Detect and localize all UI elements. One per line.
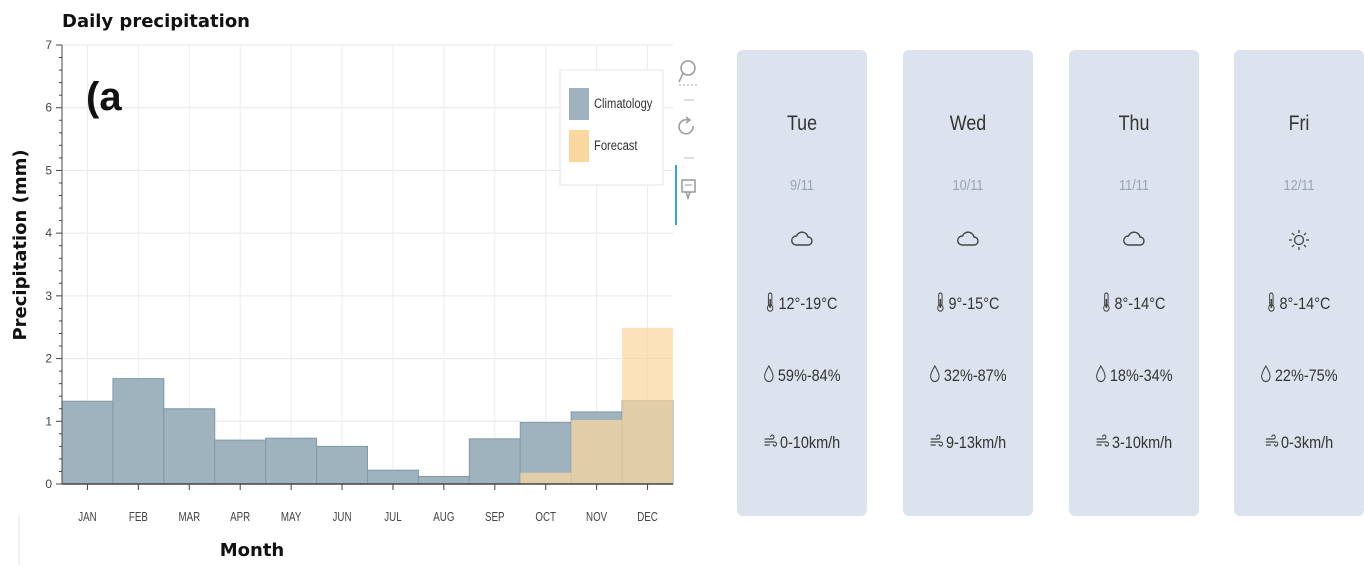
temperature-range: 8°-14°C [1114, 294, 1165, 313]
wind-icon [930, 433, 944, 454]
humidity-range: 59%-84% [778, 366, 841, 385]
bar-climatology-aug [418, 476, 469, 484]
humidity-row: 32%-87% [913, 365, 1024, 388]
cloud-icon [737, 228, 867, 256]
y-tick-label: 1 [45, 414, 52, 428]
sun-icon [1234, 228, 1364, 256]
x-tick-label: SEP [485, 511, 505, 525]
y-tick-label: 7 [45, 38, 52, 52]
humidity-row: 22%-75% [1244, 365, 1355, 388]
bar-climatology-sep [469, 439, 520, 484]
temperature-row: 8°-14°C [1079, 292, 1190, 317]
forecast-card-wed: Wed 10/11 9°-15°C 32%-87% 9-13km/h [903, 50, 1033, 516]
droplet-icon [763, 365, 773, 388]
y-tick-label: 6 [45, 101, 52, 115]
wind-range: 9-13km/h [946, 433, 1006, 452]
wind-row: 0-10km/h [747, 433, 858, 454]
cloud-icon [1069, 228, 1199, 256]
x-tick-label: MAY [281, 511, 302, 525]
thermometer-icon [1268, 292, 1276, 317]
humidity-range: 18%-34% [1110, 366, 1173, 385]
x-tick-label: JUL [384, 511, 401, 525]
forecast-card-fri: Fri 12/11 8°-14°C 22%-75% 0-3km/h [1234, 50, 1364, 516]
x-tick-label: DEC [637, 511, 658, 525]
forecast-card-thu: Thu 11/11 8°-14°C 18%-34% 3-10km/h [1069, 50, 1199, 516]
x-tick-label: OCT [535, 511, 556, 525]
wind-range: 0-10km/h [780, 433, 840, 452]
x-tick-label: JUN [333, 511, 352, 525]
temperature-row: 12°-19°C [747, 292, 858, 317]
legend: Climatology Forecast [560, 70, 663, 185]
hover-icon[interactable] [682, 180, 695, 198]
forecast-day: Fri [1244, 112, 1355, 136]
droplet-icon [1260, 365, 1270, 388]
bar-climatology-feb [113, 379, 164, 484]
temperature-row: 9°-15°C [913, 292, 1024, 317]
panel-a-label: (a [86, 75, 122, 119]
thermometer-icon [937, 292, 945, 317]
chart-toolbar [676, 61, 697, 225]
y-tick-label: 2 [45, 352, 52, 366]
forecast-day: Thu [1079, 112, 1190, 136]
x-tick-label: AUG [433, 511, 454, 525]
x-tick-label: NOV [586, 511, 607, 525]
bar-climatology-jun [317, 446, 368, 484]
forecast-date: 12/11 [1244, 177, 1355, 194]
humidity-range: 22%-75% [1275, 366, 1338, 385]
thermometer-icon [767, 292, 775, 317]
y-tick-label: 4 [45, 226, 52, 240]
bar-forecast-dec [622, 328, 673, 484]
x-tick-label: JAN [78, 511, 96, 525]
forecast-date: 11/11 [1079, 177, 1190, 194]
humidity-range: 32%-87% [944, 366, 1007, 385]
bar-climatology-may [266, 438, 317, 484]
forecast-card-tue: Tue 9/11 12°-19°C 59%-84% 0-10km/h [737, 50, 867, 516]
temperature-row: 8°-14°C [1244, 292, 1355, 317]
bar-climatology-jul [368, 470, 419, 484]
legend-label-climatology: Climatology [594, 96, 653, 111]
bar-climatology-jan [62, 401, 113, 484]
droplet-icon [1095, 365, 1105, 388]
y-tick-label: 5 [45, 163, 52, 177]
y-tick-label: 3 [45, 289, 52, 303]
bar-forecast-nov [571, 420, 622, 484]
forecast-day: Wed [913, 112, 1024, 136]
bar-climatology-mar [164, 409, 215, 484]
thermometer-icon [1103, 292, 1111, 317]
droplet-icon [929, 365, 939, 388]
y-axis-label: Precipitation (mm) [10, 149, 31, 340]
temperature-range: 9°-15°C [948, 294, 999, 313]
legend-swatch-climatology [569, 88, 589, 120]
reset-icon[interactable] [679, 117, 693, 134]
wind-icon [764, 433, 778, 454]
legend-swatch-forecast [569, 130, 589, 162]
y-tick-label: 0 [45, 477, 52, 491]
humidity-row: 18%-34% [1079, 365, 1190, 388]
cloud-icon [903, 228, 1033, 256]
wind-row: 0-3km/h [1244, 433, 1355, 454]
legend-label-forecast: Forecast [594, 138, 638, 153]
x-tick-label: FEB [129, 511, 148, 525]
wind-icon [1265, 433, 1279, 454]
wind-range: 0-3km/h [1281, 433, 1333, 452]
precipitation-chart: Daily precipitation 0 1 2 3 4 5 6 7 JAN FEB MAR APR… [0, 0, 700, 565]
temperature-range: 8°-14°C [1279, 294, 1330, 313]
bar-forecast-oct [520, 473, 571, 484]
x-axis-label: Month [220, 540, 285, 561]
chart-title: Daily precipitation [62, 11, 250, 32]
wind-row: 9-13km/h [913, 433, 1024, 454]
x-tick-label: APR [230, 511, 250, 525]
forecast-day: Tue [747, 112, 858, 136]
forecast-date: 9/11 [747, 177, 858, 194]
wind-row: 3-10km/h [1079, 433, 1190, 454]
wind-icon [1096, 433, 1110, 454]
forecast-date: 10/11 [913, 177, 1024, 194]
temperature-range: 12°-19°C [778, 294, 837, 313]
humidity-row: 59%-84% [747, 365, 858, 388]
x-tick-label: MAR [178, 511, 200, 525]
zoom-icon[interactable] [679, 61, 697, 85]
bar-climatology-apr [215, 440, 266, 484]
wind-range: 3-10km/h [1112, 433, 1172, 452]
